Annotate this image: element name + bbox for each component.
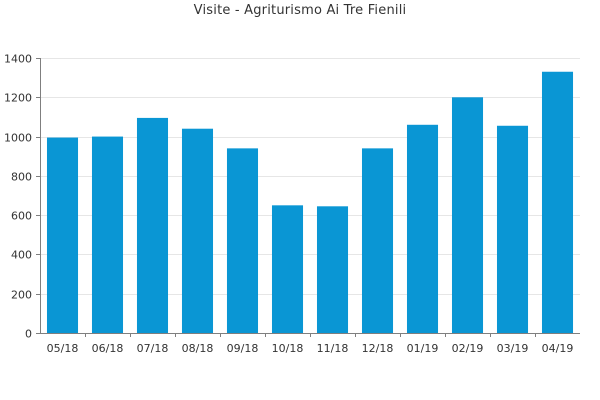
bar-02-19 [451, 97, 484, 333]
x-tick-labels: 05/18 06/18 07/18 08/18 09/18 10/18 11/18 12/18… [47, 342, 574, 355]
bars [46, 71, 574, 334]
bar-03-19 [496, 125, 529, 334]
x-tick-label: 04/19 [542, 342, 574, 355]
x-tick-label: 11/18 [317, 342, 349, 355]
y-tick-label: 800 [11, 171, 32, 184]
x-tick-label: 01/19 [407, 342, 439, 355]
bar-10-18 [271, 205, 304, 333]
x-tick-label: 08/18 [182, 342, 214, 355]
y-tick-label: 1200 [4, 92, 32, 105]
bar-09-18 [226, 148, 259, 333]
x-tick-label: 12/18 [362, 342, 394, 355]
x-tick-label: 10/18 [272, 342, 304, 355]
y-tick-labels: 0 200 400 600 800 1000 1200 1400 [4, 53, 32, 341]
bar-08-18 [181, 128, 214, 333]
bar-07-18 [136, 117, 169, 333]
bar-06-18 [91, 136, 124, 333]
axes [36, 58, 580, 337]
y-tick-label: 1000 [4, 132, 32, 145]
y-tick-label: 400 [11, 249, 32, 262]
x-tick-label: 03/19 [497, 342, 529, 355]
bar-04-19 [541, 71, 574, 333]
x-tick-label: 05/18 [47, 342, 79, 355]
y-tick-label: 1400 [4, 53, 32, 66]
bar-11-18 [316, 206, 349, 333]
y-tick-label: 0 [25, 328, 32, 341]
grid-lines [40, 58, 580, 295]
bar-01-19 [406, 124, 439, 333]
y-tick-label: 600 [11, 210, 32, 223]
x-tick-label: 09/18 [227, 342, 259, 355]
chart-title: Visite - Agriturismo Ai Tre Fienili [193, 3, 407, 18]
x-tick-label: 06/18 [92, 342, 124, 355]
y-tick-label: 200 [11, 289, 32, 302]
x-tick-label: 07/18 [137, 342, 169, 355]
bar-05-18 [46, 137, 79, 333]
bar-12-18 [361, 148, 394, 333]
x-tick-label: 02/19 [452, 342, 484, 355]
